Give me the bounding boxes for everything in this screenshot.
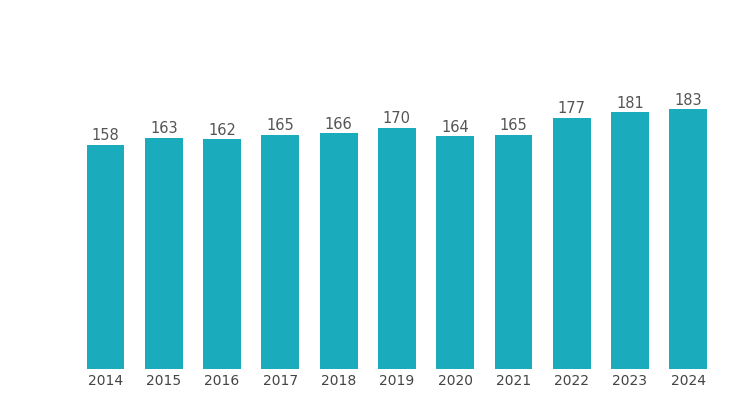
Text: 166: 166 — [325, 117, 353, 132]
Text: 158: 158 — [92, 128, 119, 143]
Text: 164: 164 — [441, 120, 469, 135]
Bar — [611, 112, 649, 369]
Bar — [87, 145, 124, 369]
Bar — [495, 135, 532, 369]
Bar — [378, 128, 416, 369]
Text: 162: 162 — [208, 122, 236, 137]
Bar — [553, 118, 591, 369]
Text: 165: 165 — [500, 118, 527, 133]
Bar — [145, 137, 183, 369]
Bar — [320, 133, 357, 369]
Bar — [203, 139, 241, 369]
Text: Average seats per flight: Average seats per flight — [243, 26, 492, 46]
Text: 165: 165 — [267, 118, 294, 133]
Text: 170: 170 — [383, 111, 411, 126]
Bar — [670, 109, 707, 369]
Text: 181: 181 — [616, 95, 644, 110]
Bar — [437, 136, 474, 369]
Text: 177: 177 — [558, 101, 586, 116]
Text: 163: 163 — [150, 121, 178, 136]
Text: 183: 183 — [675, 93, 702, 108]
Bar — [262, 135, 299, 369]
